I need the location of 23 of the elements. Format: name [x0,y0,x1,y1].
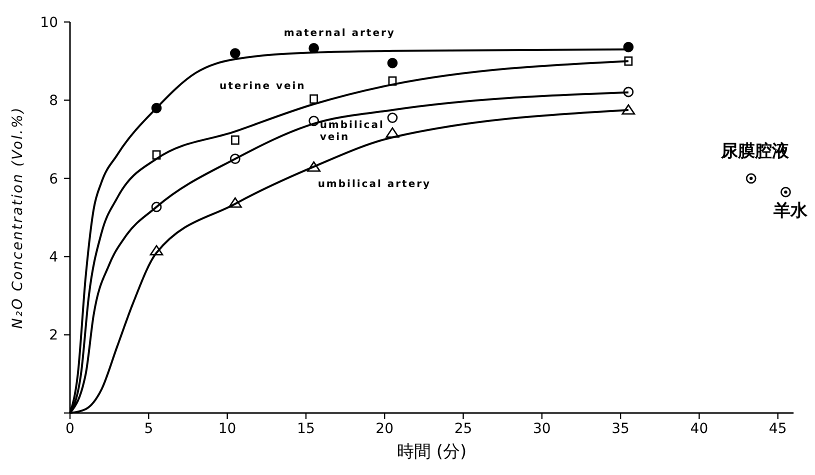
y-tick-label: 2 [49,328,58,344]
x-tick-label: 40 [690,421,708,437]
x-tick-label: 25 [454,421,472,437]
x-tick-label: 15 [297,421,315,437]
series-label: 羊水 [772,201,809,222]
x-tick-label: 20 [376,421,394,437]
x-tick-label: 10 [218,421,236,437]
x-tick-label: 30 [532,421,551,437]
y-tick-label: 8 [49,93,58,110]
y-tick-label: 4 [49,250,58,266]
series-label: uterine vein [220,81,306,92]
x-tick-label: 5 [144,421,154,437]
y-axis-title: N₂O Concentration (Vol.%) [10,106,26,329]
x-tick-label: 45 [768,421,787,437]
series-label: umbilical vein [320,120,384,143]
x-tick-label: 35 [612,421,630,437]
y-tick-label: 10 [40,14,58,31]
series-label: maternal artery [284,28,396,40]
series-label: umbilical artery [318,179,432,190]
y-tick-label: 6 [49,171,58,188]
series-label: 尿膜腔液 [720,141,790,162]
x-tick-label: 0 [66,421,74,437]
x-axis-title: 時間 (分) [396,442,467,462]
